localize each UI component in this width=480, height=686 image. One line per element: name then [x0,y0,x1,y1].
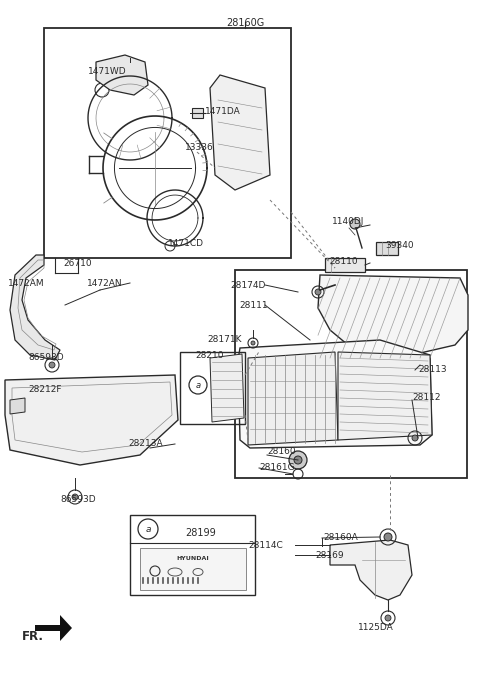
Text: FR.: FR. [22,630,44,643]
Polygon shape [96,55,148,95]
Text: 28161G: 28161G [259,462,295,471]
Text: 1472AM: 1472AM [8,279,45,287]
Circle shape [385,615,391,621]
Bar [325,258,365,272]
Text: 1471DA: 1471DA [205,108,241,117]
Text: 28160: 28160 [267,447,296,456]
Text: 1125DA: 1125DA [358,624,394,632]
Text: 86593D: 86593D [28,353,64,362]
Circle shape [294,456,302,464]
Text: 28174D: 28174D [230,281,265,289]
Polygon shape [10,398,25,414]
Circle shape [49,362,55,368]
Bar [130,515,255,595]
Text: 1471CD: 1471CD [168,239,204,248]
Text: 28212F: 28212F [28,386,61,394]
Text: 1140DJ: 1140DJ [332,217,364,226]
Text: 28111: 28111 [239,300,268,309]
Polygon shape [330,540,412,600]
Text: 28160G: 28160G [226,18,264,28]
Bar [180,352,245,424]
Bar [140,548,246,590]
Text: 28110: 28110 [329,257,358,266]
Text: 28199: 28199 [185,528,216,538]
Bar [44,28,291,258]
Circle shape [384,533,392,541]
Text: 28169: 28169 [315,550,344,560]
Text: a: a [195,381,201,390]
Text: HYUNDAI: HYUNDAI [177,556,209,560]
Text: 28171K: 28171K [207,335,241,344]
Text: 28213A: 28213A [128,440,163,449]
Text: 26710: 26710 [63,259,92,268]
Text: a: a [145,525,151,534]
Text: 39340: 39340 [385,241,414,250]
Polygon shape [10,255,60,360]
Polygon shape [338,352,432,440]
Polygon shape [210,354,244,422]
Text: 28114C: 28114C [248,541,283,549]
Polygon shape [192,108,203,118]
Circle shape [412,435,418,441]
Text: 28112: 28112 [412,394,441,403]
Polygon shape [5,375,178,465]
Circle shape [315,289,321,295]
Polygon shape [35,615,72,641]
Text: 28210: 28210 [195,351,224,359]
Circle shape [350,219,360,229]
Text: 28160A: 28160A [323,534,358,543]
Bar [235,270,467,478]
Text: 1472AN: 1472AN [87,279,122,287]
Polygon shape [238,340,432,448]
Bar [376,242,398,255]
Text: 86593D: 86593D [60,495,96,504]
Circle shape [72,494,78,500]
Text: 1471WD: 1471WD [88,67,127,77]
Text: 13336: 13336 [185,143,214,152]
Polygon shape [318,275,468,360]
Polygon shape [210,75,270,190]
Circle shape [251,341,255,345]
Polygon shape [248,352,338,445]
Text: 28113: 28113 [418,366,446,375]
Circle shape [289,451,307,469]
